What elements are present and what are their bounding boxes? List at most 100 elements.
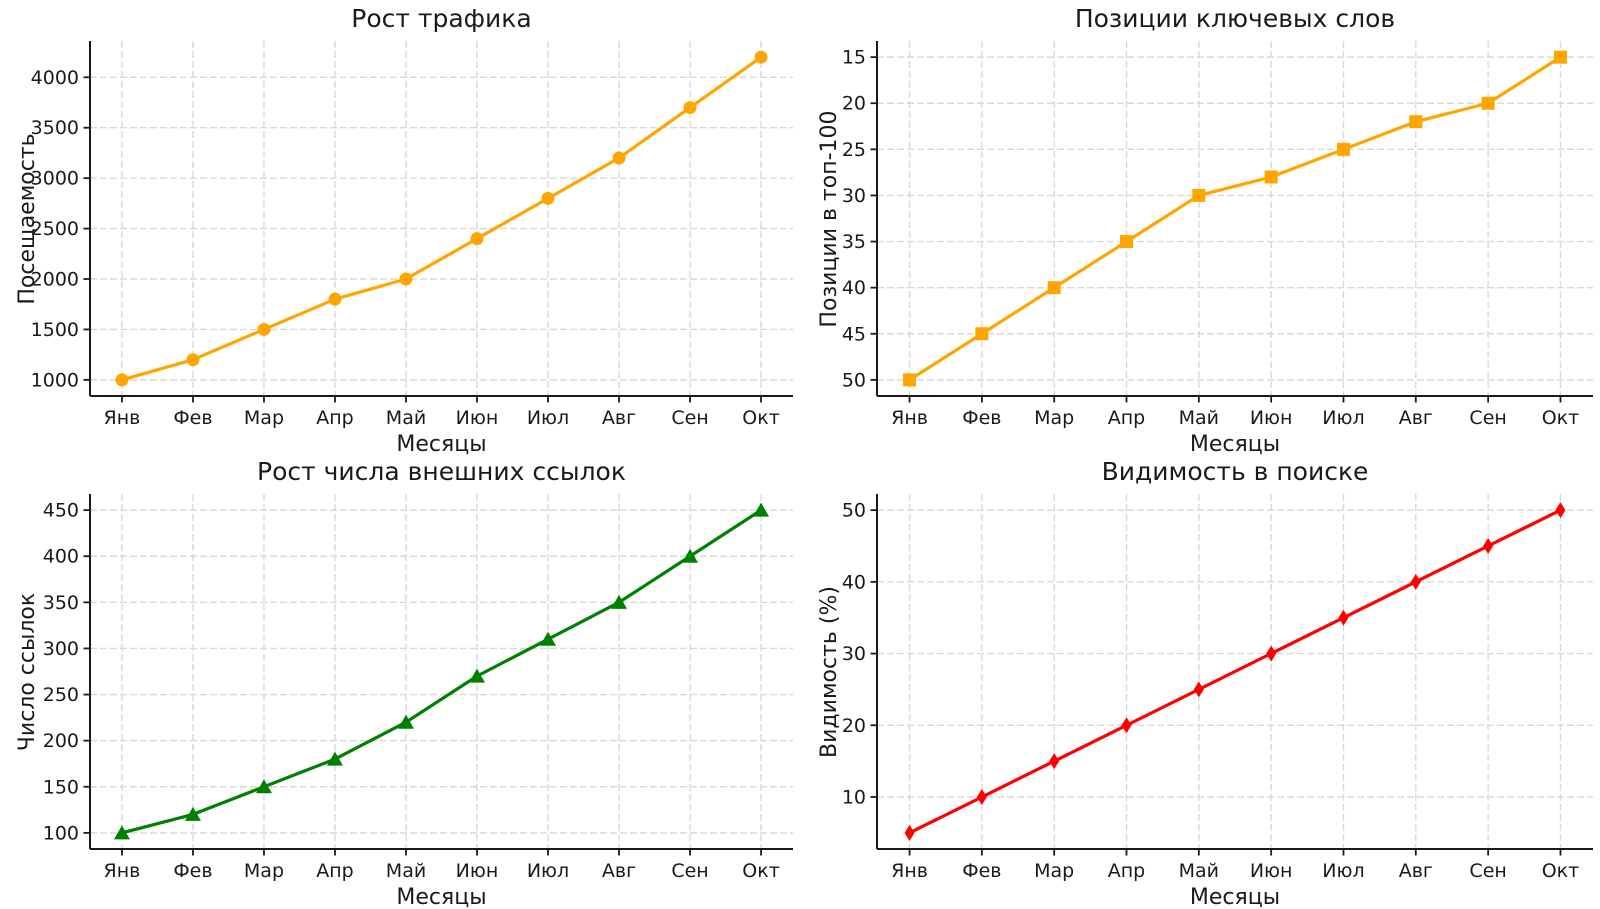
svg-text:3000: 3000 [31,168,79,190]
svg-text:Янв: Янв [104,407,141,429]
chart-title: Рост числа внешних ссылок [257,457,626,486]
x-tick-labels: Янв Фев Мар Апр Май Июн Июл Авг Сен Окт [104,860,780,882]
chart-title: Позиции ключевых слов [1074,4,1396,33]
svg-text:Авг: Авг [1399,860,1433,882]
subplot-traffic-growth: Рост трафика Посещаемость 1000 1500 2000 25… [0,0,800,455]
x-tick-labels: Янв Фев Мар Апр Май Июн Июл Авг Сен Окт [891,860,1579,882]
x-axis-label: Месяцы [396,885,487,909]
svg-text:200: 200 [43,730,79,752]
svg-text:Июн: Июн [456,407,499,429]
svg-text:Июл: Июл [527,407,569,429]
svg-text:2000: 2000 [31,269,79,291]
svg-text:Окт: Окт [1542,407,1580,429]
svg-text:Мар: Мар [1034,407,1074,429]
svg-text:20: 20 [842,93,866,115]
svg-text:150: 150 [43,776,79,798]
svg-text:450: 450 [43,500,79,522]
y-tick-labels: 100 150 200 250 300 350 400 450 [43,500,79,845]
svg-text:Янв: Янв [104,860,141,882]
series-line [907,55,1563,382]
svg-text:Апр: Апр [1108,860,1145,882]
y-tick-labels: 1000 1500 2000 2500 3000 3500 4000 [31,67,79,392]
tick-marks [83,76,762,403]
svg-text:Сен: Сен [1469,407,1506,429]
x-axis-label: Месяцы [1189,885,1281,909]
svg-text:40: 40 [842,277,866,299]
svg-text:Апр: Апр [1108,407,1145,429]
svg-text:Июл: Июл [1322,407,1364,429]
svg-text:Окт: Окт [742,860,780,882]
svg-text:Авг: Авг [602,860,636,882]
svg-text:30: 30 [842,643,866,665]
svg-text:Май: Май [1179,860,1219,882]
svg-text:Июн: Июн [1250,860,1293,882]
svg-text:3500: 3500 [31,117,79,139]
x-axis-label: Месяцы [1189,432,1281,455]
svg-text:Май: Май [1179,407,1219,429]
svg-text:Фев: Фев [173,407,212,429]
series-line [120,508,763,835]
chart-canvas: 1000 1500 2000 2500 3000 3500 4000 Янв Фев Мар Апр… [31,41,793,429]
series-line [120,55,763,382]
svg-text:Мар: Мар [244,860,284,882]
chart-canvas: 15 20 25 30 35 40 45 50 Янв Фев Мар Апр Май Июн Июл Авг… [842,41,1593,429]
subplot-backlinks-growth: Рост числа внешних ссылок Число ссылок 1… [0,455,800,909]
svg-text:Июл: Июл [527,860,569,882]
chart-canvas: 10 20 30 40 50 Янв Фев Мар Апр Май Июн Июл Авг Сен Окт [842,494,1593,882]
svg-text:Авг: Авг [1399,407,1433,429]
svg-text:15: 15 [842,47,866,69]
svg-text:Авг: Авг [602,407,636,429]
grid-lines [877,494,1593,849]
grid-lines [90,41,793,396]
series-markers [113,502,770,840]
svg-text:Окт: Окт [1542,860,1580,882]
svg-text:350: 350 [43,592,79,614]
svg-text:300: 300 [43,638,79,660]
series-line [907,508,1563,835]
series-markers [903,50,1567,387]
svg-text:1500: 1500 [31,319,79,341]
svg-text:Мар: Мар [1034,860,1074,882]
axis-spines [89,494,793,850]
y-tick-labels: 15 20 25 30 35 40 45 50 [842,47,866,392]
svg-text:1000: 1000 [31,369,79,391]
svg-text:Окт: Окт [742,407,780,429]
svg-text:Фев: Фев [962,407,1001,429]
svg-text:45: 45 [842,323,866,345]
axis-spines [876,41,1593,397]
subplot-search-visibility: Видимость в поиске Видимость (%) 10 20 30 4… [800,455,1600,909]
svg-text:Сен: Сен [671,860,708,882]
svg-text:Май: Май [386,407,426,429]
svg-text:20: 20 [842,715,866,737]
subplot-keyword-positions: Позиции ключевых слов Позиции в топ-100 … [800,0,1600,455]
grid-lines [877,41,1593,396]
tick-marks [870,509,1562,856]
svg-text:100: 100 [43,822,79,844]
svg-text:Июн: Июн [1250,407,1293,429]
axis-spines [876,494,1593,850]
svg-text:35: 35 [842,231,866,253]
chart-title: Рост трафика [351,4,532,33]
svg-text:Май: Май [386,860,426,882]
svg-text:30: 30 [842,185,866,207]
svg-text:50: 50 [842,369,866,391]
x-tick-labels: Янв Фев Мар Апр Май Июн Июл Авг Сен Окт [891,407,1579,429]
series-markers [904,502,1566,841]
series-markers [115,50,768,387]
svg-text:Апр: Апр [316,407,353,429]
svg-text:Фев: Фев [962,860,1001,882]
svg-text:Сен: Сен [671,407,708,429]
grid-lines [90,494,793,849]
svg-text:Мар: Мар [244,407,284,429]
svg-text:10: 10 [842,787,866,809]
svg-text:Янв: Янв [891,860,928,882]
y-tick-labels: 10 20 30 40 50 [842,500,866,809]
axis-spines [89,41,793,397]
svg-text:400: 400 [43,546,79,568]
x-axis-label: Месяцы [396,432,487,455]
chart-title: Видимость в поиске [1101,457,1369,486]
chart-canvas: 100 150 200 250 300 350 400 450 Янв Фев Мар Апр Май И… [43,494,793,882]
tick-marks [83,509,762,856]
svg-text:4000: 4000 [31,67,79,89]
